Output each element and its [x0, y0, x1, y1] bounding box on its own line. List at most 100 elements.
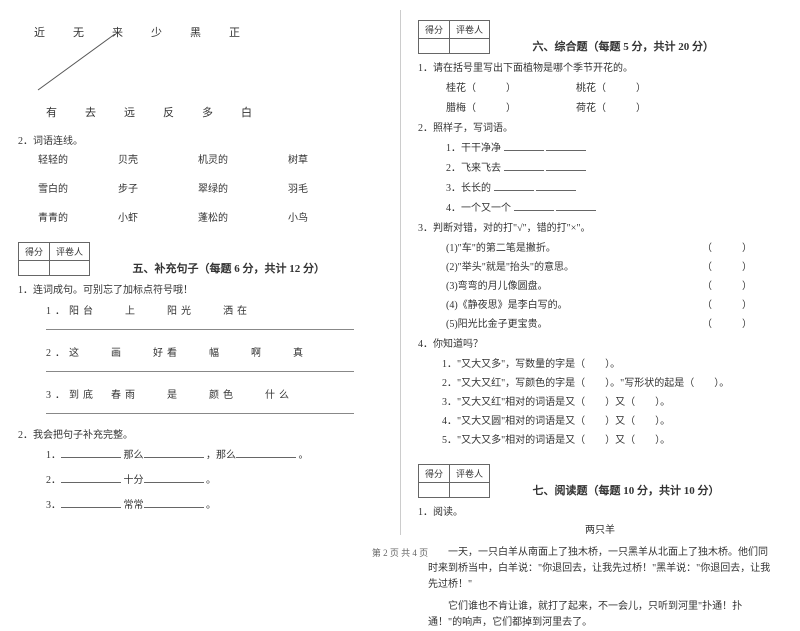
grader-cell: 评卷人 [450, 21, 490, 39]
section6-header: 得分 评卷人 六、综合题（每题 5 分，共计 20 分） [418, 20, 782, 54]
word: 步子 [118, 180, 198, 195]
section7-title: 七、阅读题（每题 10 分，共计 10 分） [533, 482, 720, 498]
word-row: 轻轻的 贝壳 机灵的 树草 [18, 147, 382, 170]
blank [61, 498, 121, 508]
paren: （ ） [702, 277, 752, 292]
blank [546, 141, 586, 151]
word: 蓬松的 [198, 209, 288, 224]
grader-cell: 评卷人 [450, 465, 490, 483]
blank-cell [419, 39, 450, 54]
score-cell: 得分 [419, 465, 450, 483]
judge-item: (2)"举头"就是"抬头"的意思。 （ ） [446, 258, 782, 273]
know-item: 2．"又大又红"，写颜色的字是（ ）。"写形状的起是（ ）。 [442, 374, 782, 389]
left-column: 近 无 来 少 黑 正 有 去 远 反 多 白 2．词语连线。 轻轻的 贝壳 机… [0, 0, 400, 565]
blank [514, 201, 554, 211]
word: 小鸟 [288, 209, 348, 224]
word: 轻轻的 [38, 151, 118, 166]
judge-item: (3)弯弯的月儿像圆盘。（ ） [446, 277, 782, 292]
blank-cell [419, 483, 450, 498]
paren: （ ） [702, 315, 752, 330]
q6-4: 4．你知道吗？ [418, 335, 782, 350]
section6-title: 六、综合题（每题 5 分，共计 20 分） [533, 38, 715, 54]
blank [536, 181, 576, 191]
blank [236, 448, 296, 458]
prefix: 3． [46, 500, 61, 511]
text: 。 [206, 475, 216, 486]
word: 雪白的 [38, 180, 118, 195]
word: 贝壳 [118, 151, 198, 166]
label: 3．长长的 [446, 183, 491, 194]
judge-item: (5)阳光比金子更宝贵。 （ ） [446, 315, 782, 330]
char: 有 [46, 104, 57, 120]
char: 白 [241, 104, 252, 120]
q5-1: 1．连词成句。可别忘了加标点符号哦！ [18, 281, 382, 296]
blank [504, 161, 544, 171]
flower: 桃花（ ） [576, 79, 646, 94]
text: 常常 [124, 500, 144, 511]
score-table: 得分 评卷人 [418, 20, 490, 54]
word: 机灵的 [198, 151, 288, 166]
section5-header: 得分 评卷人 五、补充句子（每题 6 分，共计 12 分） [18, 228, 382, 276]
style-item: 4．一个又一个 [446, 199, 782, 214]
q6-3: 3．判断对错，对的打"√"，错的打"×"。 [418, 219, 782, 234]
text: 。 [299, 450, 309, 461]
char: 反 [163, 104, 174, 120]
bottom-char-row: 有 去 远 反 多 白 [36, 100, 382, 124]
flower-row: 腊梅（ ） 荷花（ ） [446, 99, 782, 114]
judge-item: (4)《静夜思》是李白写的。（ ） [446, 296, 782, 311]
fill-item: 1． 那么 ，那么 。 [46, 446, 382, 461]
fill-item: 3． 常常 。 [46, 496, 382, 511]
q6-2: 2．照样子，写词语。 [418, 119, 782, 134]
word-row: 雪白的 步子 翠绿的 羽毛 [18, 176, 382, 199]
score-cell: 得分 [419, 21, 450, 39]
q2-label: 2．词语连线。 [18, 132, 382, 147]
style-item: 2．飞来飞去 [446, 159, 782, 174]
section5-title: 五、补充句子（每题 6 分，共计 12 分） [133, 260, 326, 276]
char: 远 [124, 104, 135, 120]
label: 2．飞来飞去 [446, 163, 501, 174]
know-item: 1．"又大又多"，写数量的字是（ ）。 [442, 355, 782, 370]
char: 少 [151, 24, 162, 40]
blank [61, 448, 121, 458]
flower-row: 桂花（ ） 桃花（ ） [446, 79, 782, 94]
text: (1)"车"的第二笔是撇折。 [446, 239, 556, 254]
blank [504, 141, 544, 151]
prefix: 2． [46, 475, 61, 486]
word-row: 青青的 小虾 蓬松的 小鸟 [18, 205, 382, 228]
sentence-item: 1．阳台 上 阳光 洒在 [46, 302, 382, 317]
flower: 荷花（ ） [576, 99, 646, 114]
text: 那么 [124, 450, 144, 461]
fill-item: 2． 十分 。 [46, 471, 382, 486]
reading-title: 两只羊 [418, 523, 782, 539]
score-cell: 得分 [19, 243, 50, 261]
blank-cell [450, 39, 490, 54]
style-item: 3．长长的 [446, 179, 782, 194]
answer-line [46, 329, 354, 330]
paren: （ ） [702, 258, 752, 273]
blank [144, 473, 204, 483]
q5-2: 2．我会把句子补充完整。 [18, 426, 382, 441]
style-item: 1．干干净净 [446, 139, 782, 154]
answer-line [46, 371, 354, 372]
char: 多 [202, 104, 213, 120]
text: (2)"举头"就是"抬头"的意思。 [446, 258, 574, 273]
char: 正 [229, 24, 240, 40]
label: 4．一个又一个 [446, 203, 511, 214]
blank [144, 498, 204, 508]
text: 十分 [124, 475, 144, 486]
text: (5)阳光比金子更宝贵。 [446, 315, 548, 330]
text: (4)《静夜思》是李白写的。 [446, 296, 568, 311]
score-table: 得分 评卷人 [418, 464, 490, 498]
right-column: 得分 评卷人 六、综合题（每题 5 分，共计 20 分） 1．请在括号里写出下面… [400, 0, 800, 565]
blank [494, 181, 534, 191]
word: 羽毛 [288, 180, 348, 195]
word: 翠绿的 [198, 180, 288, 195]
score-table: 得分 评卷人 [18, 242, 90, 276]
paren: （ ） [702, 239, 752, 254]
word: 树草 [288, 151, 348, 166]
blank [546, 161, 586, 171]
char: 黑 [190, 24, 201, 40]
page-footer: 第 2 页 共 4 页 [0, 546, 800, 559]
blank-cell [450, 483, 490, 498]
blank [61, 473, 121, 483]
